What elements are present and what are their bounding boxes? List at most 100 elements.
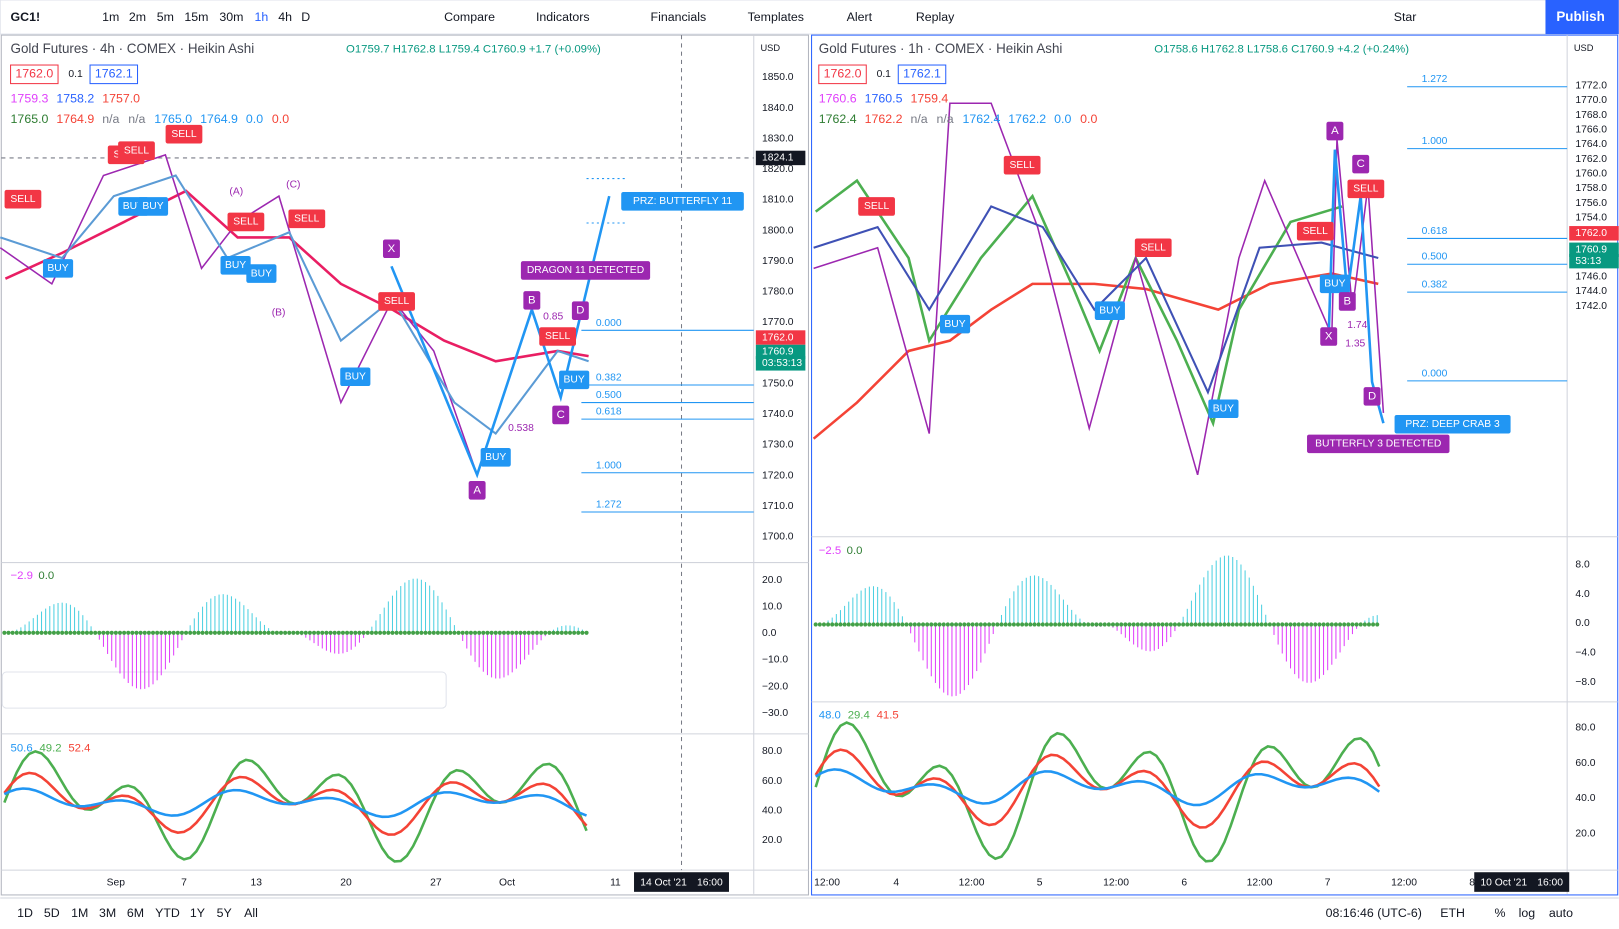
zero-dot — [76, 630, 81, 635]
zero-dot — [1086, 622, 1091, 627]
zero-dot — [22, 630, 28, 635]
drawing-toolbar[interactable] — [1, 671, 447, 709]
zero-dot — [1040, 622, 1045, 627]
pattern-point-box — [523, 291, 541, 310]
signal: BUY — [1324, 279, 1345, 290]
price-tick: 1840.0 — [762, 103, 794, 114]
price-tag-label: 53:13 — [1575, 256, 1601, 267]
ask: 1762.1 — [903, 67, 941, 81]
zero-dot — [188, 630, 193, 635]
ask: 1762.1 — [95, 67, 133, 81]
toolbar-button[interactable]: Indicators — [536, 10, 590, 24]
toolbar-button[interactable]: Replay — [916, 10, 955, 24]
zero-dot — [31, 630, 36, 635]
currency[interactable]: USD — [1574, 43, 1594, 53]
symbol[interactable]: GC1! — [11, 10, 41, 24]
price-tick: 1760.0 — [1575, 169, 1607, 180]
zero-dot — [1230, 622, 1235, 627]
zero-dot — [949, 622, 955, 627]
range-button[interactable]: YTD — [155, 906, 180, 920]
signal: BUY — [1213, 403, 1234, 414]
zero-dot — [1185, 622, 1190, 627]
zero-dot — [912, 622, 917, 627]
scale-option[interactable]: % — [1495, 906, 1506, 920]
pattern-point-box — [571, 301, 589, 320]
toolbar-button[interactable]: Templates — [748, 10, 804, 24]
zero-dot — [1366, 622, 1372, 627]
publish-button[interactable] — [1545, 0, 1619, 35]
star-button[interactable]: Star — [1394, 10, 1417, 24]
zero-dot — [1271, 622, 1277, 627]
zero-dot — [1115, 622, 1120, 627]
interval[interactable]: D — [301, 10, 310, 24]
time-tick: 12:00 — [1391, 877, 1417, 888]
indicator-value: 0.0 — [246, 112, 263, 126]
interval[interactable]: 15m — [184, 10, 208, 24]
scale-option[interactable]: ETH — [1440, 906, 1465, 920]
interval[interactable]: 2m — [129, 10, 146, 24]
range-button[interactable]: 1D — [17, 906, 33, 920]
range-button[interactable]: 1Y — [190, 906, 205, 920]
zero-dot — [27, 630, 32, 635]
zero-dot — [1267, 622, 1272, 627]
interval[interactable]: 4h — [278, 10, 292, 24]
zero-dot — [1102, 622, 1107, 627]
toolbar-button[interactable]: Financials — [651, 10, 707, 24]
price-tick: 1756.0 — [1575, 198, 1607, 209]
zero-dot — [900, 622, 905, 627]
range-button[interactable]: All — [244, 906, 258, 920]
zero-dot — [200, 630, 205, 635]
interval[interactable]: 5m — [157, 10, 174, 24]
pattern-point-box — [1320, 327, 1338, 346]
interval[interactable]: 1h — [255, 10, 269, 24]
range-button[interactable]: 1M — [71, 906, 88, 920]
zero-dot — [999, 622, 1004, 627]
osc-value: 49.2 — [39, 742, 61, 754]
zero-dot — [1197, 622, 1202, 627]
price-tick: 1750.0 — [762, 378, 794, 389]
zero-dot — [1069, 622, 1074, 627]
time-tick: Sep — [107, 877, 126, 888]
range-button[interactable]: 5D — [44, 906, 60, 920]
zero-dot — [842, 622, 847, 627]
zero-dot — [84, 630, 90, 635]
zero-dot — [146, 630, 151, 635]
zero-dot — [258, 630, 263, 635]
price-tag — [755, 330, 806, 345]
zero-dot — [563, 630, 568, 635]
scale-option[interactable]: log — [1519, 906, 1536, 920]
time-tick: 13 — [250, 877, 262, 888]
pattern-note: (A) — [229, 187, 243, 198]
indicator-value: 1762.4 — [819, 112, 857, 126]
interval[interactable]: 30m — [219, 10, 243, 24]
toolbar-button[interactable]: Alert — [847, 10, 873, 24]
zero-dot — [978, 622, 983, 627]
zero-dot — [920, 622, 926, 627]
publish-label[interactable]: Publish — [1556, 9, 1604, 24]
signal-box — [939, 314, 971, 334]
zero-dot — [1292, 622, 1297, 627]
osc-tick: 20.0 — [762, 835, 782, 846]
zero-dot — [1189, 622, 1194, 627]
scale-option[interactable]: auto — [1549, 906, 1573, 920]
zero-dot — [175, 630, 180, 635]
zero-dot — [481, 630, 486, 635]
range-button[interactable]: 5Y — [217, 906, 232, 920]
range-button[interactable]: 6M — [127, 906, 144, 920]
fib-label: 0.500 — [1422, 252, 1448, 263]
signal: SELL — [124, 145, 149, 156]
zero-dot — [834, 622, 839, 627]
zero-dot — [2, 630, 7, 635]
osc-value: −2.5 — [819, 545, 841, 557]
signal: SELL — [171, 129, 196, 140]
toolbar-button[interactable]: Compare — [444, 10, 495, 24]
osc-tick: 80.0 — [1575, 722, 1595, 733]
zero-dot — [1053, 622, 1058, 627]
interval[interactable]: 1m — [102, 10, 119, 24]
pattern-point-box — [552, 405, 570, 425]
currency[interactable]: USD — [760, 43, 780, 53]
clock[interactable]: 08:16:46 (UTC-6) — [1326, 906, 1422, 920]
range-button[interactable]: 3M — [99, 906, 116, 920]
time-tick: 20 — [340, 877, 352, 888]
